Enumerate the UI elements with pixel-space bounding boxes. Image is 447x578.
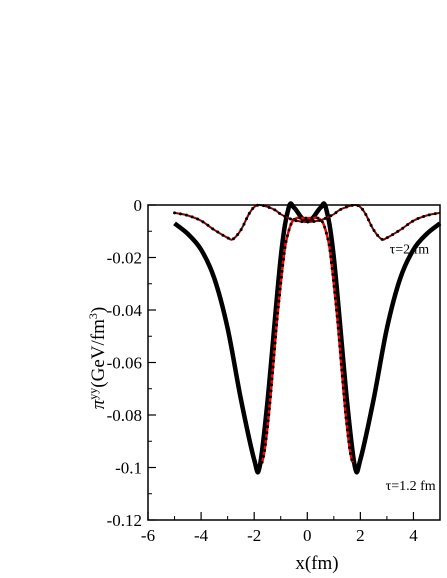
series-dots-1 bbox=[260, 216, 354, 464]
y-tick-label: -0.1 bbox=[115, 459, 142, 478]
y-axis-label: πyy(GeV/fm3) bbox=[86, 307, 109, 409]
y-tick-label: -0.08 bbox=[107, 406, 142, 425]
x-tick-label: -6 bbox=[141, 526, 155, 545]
y-tick-label: 0 bbox=[134, 196, 143, 215]
series-dots-2 bbox=[173, 203, 442, 242]
y-axis-label-symbol: π bbox=[88, 399, 109, 409]
x-tick-label: 0 bbox=[303, 526, 312, 545]
y-tick-label: -0.06 bbox=[107, 354, 142, 373]
y-axis-label-close: ) bbox=[88, 307, 109, 313]
y-tick-label: -0.04 bbox=[107, 301, 143, 320]
y-tick-label: -0.12 bbox=[107, 511, 142, 530]
y-axis-label-superscript: yy bbox=[86, 388, 100, 400]
y-axis-label-unit: (GeV/fm bbox=[88, 319, 109, 388]
y-axis-label-unit-superscript: 3 bbox=[86, 313, 100, 319]
annotation-tau-1-2fm: τ=1.2 fm bbox=[386, 479, 436, 494]
x-tick-label: 4 bbox=[409, 526, 418, 545]
series-layer bbox=[173, 201, 442, 475]
x-tick-label: -4 bbox=[194, 526, 209, 545]
x-tick-label: -2 bbox=[247, 526, 261, 545]
annotation-tau-2fm: τ=2 fm bbox=[390, 243, 430, 258]
x-tick-label: 2 bbox=[356, 526, 365, 545]
x-axis-label: x(fm) bbox=[295, 553, 338, 574]
y-tick-label: -0.02 bbox=[107, 249, 142, 268]
ticks-layer: -6 -4 -2 0 2 4 0 -0.02 -0.04 -0.06 -0.08 -0.1 -0.12 bbox=[107, 196, 419, 545]
